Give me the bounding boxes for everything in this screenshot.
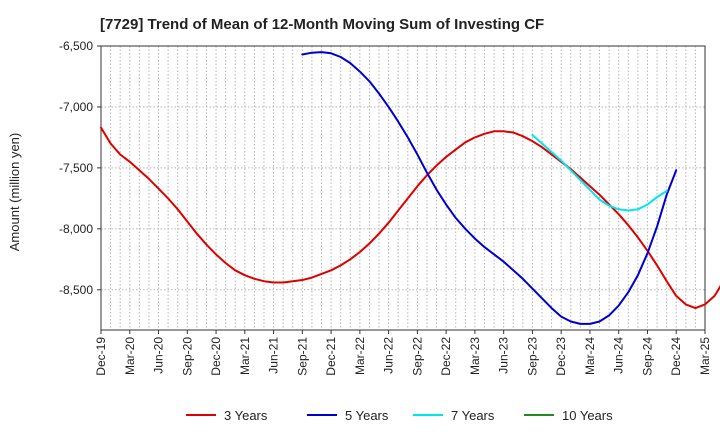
x-axis: Dec-19 Mar-20 Jun-20 Sep-20 Dec-20 Mar-21 Jun-… (94, 330, 712, 376)
x-tick-label: Sep-20 (180, 337, 194, 376)
legend-label-10-years: 10 Years (562, 408, 613, 423)
y-tick-label: -7,500 (59, 161, 93, 175)
x-tick-label: Mar-24 (583, 337, 597, 375)
x-tick-label: Dec-23 (554, 337, 568, 376)
legend-label-7-years: 7 Years (451, 408, 495, 423)
x-tick-label: Jun-21 (267, 337, 281, 374)
x-tick-label: Dec-24 (669, 337, 683, 376)
plot-area (100, 45, 706, 331)
x-tick-label: Mar-21 (238, 337, 252, 375)
x-tick-label: Jun-22 (382, 337, 396, 374)
x-tick-label: Mar-23 (468, 337, 482, 375)
y-tick-label: -8,500 (59, 283, 93, 297)
series-line-5-years (301, 51, 678, 325)
chart-title: [7729] Trend of Mean of 12-Month Moving … (100, 16, 544, 33)
y-axis-label: Amount (million yen) (7, 133, 22, 252)
x-tick-label: Jun-24 (612, 337, 626, 374)
series-line-7-years (531, 134, 668, 212)
y-tick-label: -7,000 (59, 100, 93, 114)
y-tick-label: -6,500 (59, 39, 93, 53)
x-tick-label: Mar-20 (123, 337, 137, 375)
x-tick-label: Dec-21 (324, 337, 338, 376)
legend: 3 Years 5 Years 7 Years 10 Years (186, 408, 613, 423)
x-tick-label: Sep-22 (410, 337, 424, 376)
y-axis: -6,500 -7,000 -7,500 -8,000 -8,500 (59, 39, 101, 297)
x-tick-label: Jun-20 (152, 337, 166, 374)
series-line-3-years (100, 126, 720, 310)
x-tick-label: Mar-22 (353, 337, 367, 375)
legend-label-3-years: 3 Years (224, 408, 268, 423)
x-tick-label: Dec-22 (439, 337, 453, 376)
legend-label-5-years: 5 Years (345, 408, 389, 423)
x-tick-label: Sep-23 (525, 337, 539, 376)
x-tick-label: Sep-24 (640, 337, 654, 376)
series-group (100, 51, 720, 325)
x-tick-label: Mar-25 (698, 337, 712, 375)
x-tick-label: Dec-20 (209, 337, 223, 376)
grid (101, 45, 705, 330)
x-tick-label: Dec-19 (94, 337, 108, 376)
y-tick-label: -8,000 (59, 222, 93, 236)
x-tick-label: Jun-23 (497, 337, 511, 374)
x-tick-label: Sep-21 (295, 337, 309, 376)
